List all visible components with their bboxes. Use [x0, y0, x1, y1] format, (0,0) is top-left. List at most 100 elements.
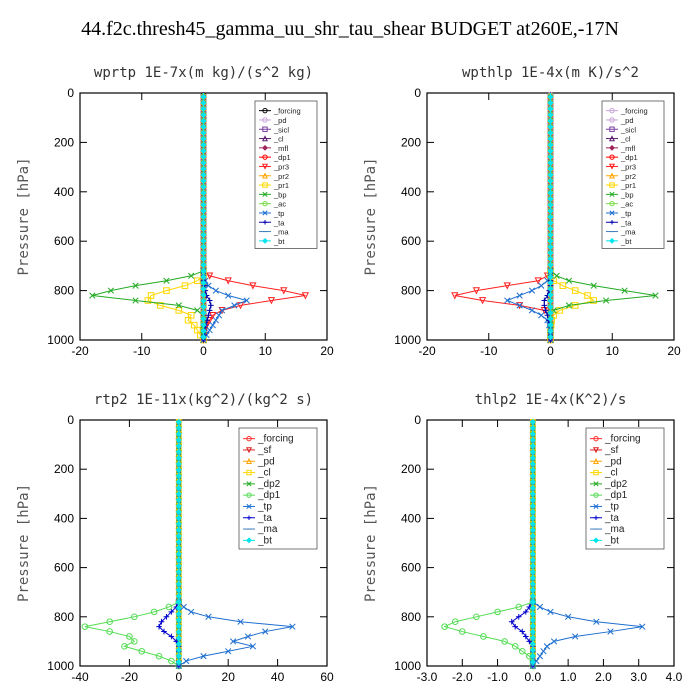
legend-marker	[593, 469, 599, 476]
data-point	[478, 297, 487, 305]
x-tick-label: -20	[121, 670, 139, 684]
data-point	[501, 638, 508, 645]
data-point	[200, 195, 207, 203]
data-point	[249, 282, 257, 290]
legend-label: _pd	[257, 456, 275, 467]
data-point	[512, 623, 519, 630]
legend-marker	[608, 163, 616, 170]
panel-title: wprtp 1E-7x(m kg)/(s^2 kg)	[94, 65, 313, 81]
series-bp	[89, 93, 207, 344]
data-point	[458, 628, 466, 635]
data-point	[529, 568, 536, 576]
legend-label: _forcing	[273, 107, 301, 116]
legend-marker	[261, 163, 269, 170]
legend-marker	[262, 200, 268, 207]
y-tick-label: 1000	[394, 333, 421, 347]
data-point	[200, 225, 207, 233]
legend-label: _pr3	[273, 162, 289, 171]
legend-marker	[262, 117, 268, 123]
data-point	[200, 231, 207, 239]
data-point	[215, 312, 223, 319]
legend-label: _ta	[604, 513, 619, 524]
x-tick-label: 0	[175, 670, 182, 684]
data-point	[156, 302, 164, 309]
y-tick-label: 400	[54, 185, 74, 199]
data-point	[200, 267, 207, 275]
legend-marker	[593, 481, 599, 487]
legend-marker	[609, 126, 615, 132]
data-point	[511, 643, 519, 650]
data-point	[503, 282, 511, 290]
data-point	[173, 638, 180, 645]
data-point	[209, 322, 216, 329]
data-point	[529, 448, 536, 456]
data-point	[205, 613, 212, 620]
plot-frame	[426, 419, 675, 667]
y-axis-label: Pressure [hPa]	[363, 157, 379, 275]
data-point	[200, 273, 207, 281]
data-point	[602, 297, 610, 304]
data-point	[556, 307, 564, 314]
x-tick-label: 20	[320, 344, 334, 358]
legend-label: _ma	[604, 524, 625, 535]
data-point	[175, 514, 182, 522]
legend-label: _bp	[620, 190, 634, 199]
legend-label: _forcing	[620, 107, 648, 116]
data-point	[200, 201, 207, 209]
data-point	[175, 622, 182, 630]
legend-label: _pr2	[273, 172, 289, 181]
data-point	[652, 292, 659, 299]
data-point	[175, 646, 182, 654]
legend-marker	[609, 117, 615, 123]
data-point	[547, 165, 554, 173]
legend-marker	[262, 237, 268, 244]
data-point	[529, 466, 536, 474]
data-point	[200, 207, 207, 215]
data-point	[243, 297, 250, 304]
legend: _forcing_pd_sicl_cl_mfl_dp1_pr3_pr2_pr1_…	[254, 100, 318, 249]
data-point	[529, 532, 536, 540]
data-point	[267, 297, 276, 305]
y-tick-label: 1000	[394, 659, 421, 673]
legend-label: _ta	[257, 513, 272, 524]
legend-label: _bt	[273, 237, 285, 246]
data-point	[200, 321, 207, 329]
x-tick-label: 0	[547, 344, 554, 358]
data-point	[529, 550, 536, 558]
data-point	[529, 460, 536, 468]
data-point	[175, 466, 182, 474]
data-point	[451, 292, 459, 300]
data-point	[544, 312, 551, 319]
legend-label: _sf	[604, 445, 619, 456]
data-point	[529, 484, 536, 492]
plot-frame	[79, 419, 328, 667]
data-point	[249, 643, 257, 650]
data-point	[200, 117, 207, 125]
series-bt	[547, 93, 554, 341]
data-point	[571, 287, 579, 294]
x-tick-label: 40	[271, 670, 285, 684]
data-point	[175, 556, 182, 564]
series-line	[454, 270, 551, 340]
data-point	[163, 287, 170, 294]
data-point	[175, 442, 182, 450]
series-line	[178, 601, 293, 667]
data-point	[547, 141, 554, 149]
y-axis-label: Pressure [hPa]	[16, 484, 32, 602]
data-point	[200, 177, 207, 185]
data-point	[225, 292, 232, 299]
legend-label: _pr3	[620, 162, 636, 171]
y-tick-label: 600	[401, 234, 421, 248]
data-point	[529, 616, 536, 624]
data-point	[131, 638, 138, 645]
data-point	[175, 418, 182, 426]
legend-label: _forcing	[604, 434, 641, 445]
legend-label: _bt	[620, 237, 632, 246]
data-point	[184, 316, 192, 324]
data-point	[205, 282, 212, 289]
data-point	[289, 623, 296, 630]
legend-marker	[593, 515, 599, 520]
data-point	[187, 608, 195, 616]
